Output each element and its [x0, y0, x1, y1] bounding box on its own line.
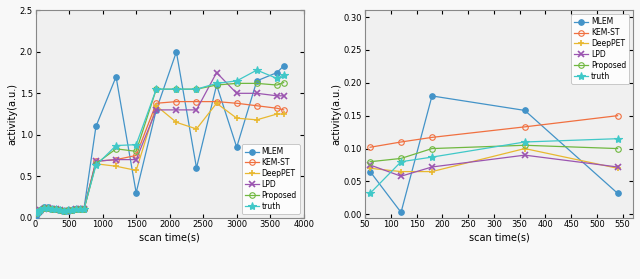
- X-axis label: scan time(s): scan time(s): [468, 232, 529, 242]
- Y-axis label: activity(a.u.): activity(a.u.): [331, 83, 341, 145]
- Y-axis label: activity(a.u.): activity(a.u.): [7, 83, 17, 145]
- Legend: MLEM, KEM-ST, DeepPET, LPD, Proposed, truth: MLEM, KEM-ST, DeepPET, LPD, Proposed, tr…: [571, 14, 629, 84]
- X-axis label: scan time(s): scan time(s): [140, 232, 200, 242]
- Legend: MLEM, KEM-ST, DeepPET, LPD, Proposed, truth: MLEM, KEM-ST, DeepPET, LPD, Proposed, tr…: [242, 144, 300, 214]
